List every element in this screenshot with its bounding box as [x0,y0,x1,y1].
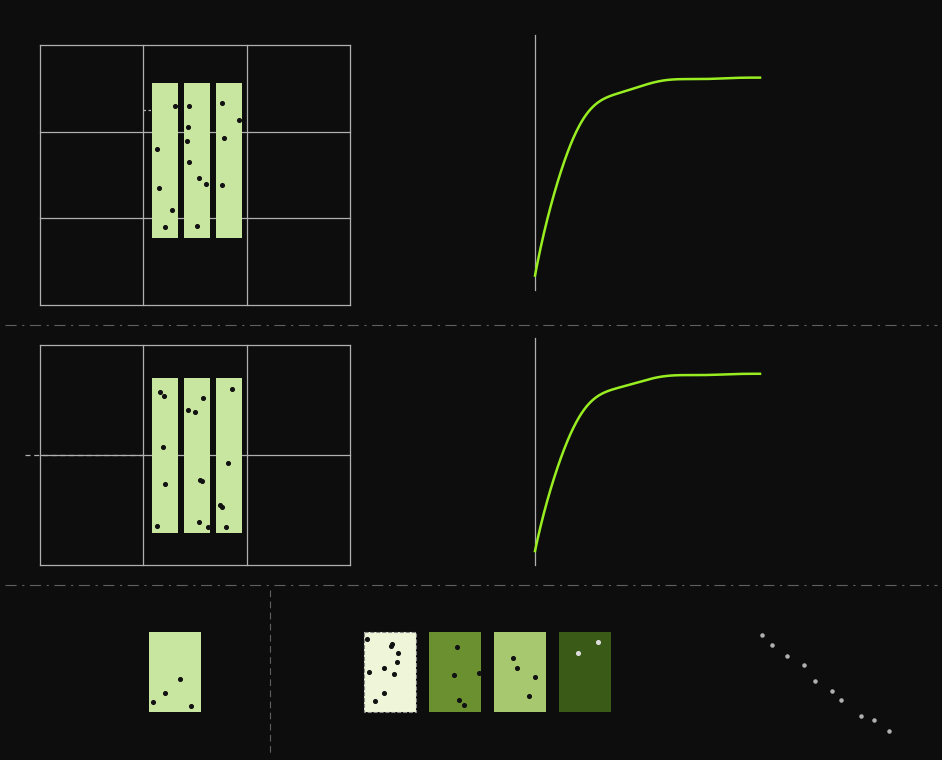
Bar [559,632,611,712]
Bar [152,378,178,533]
Point [447,669,462,681]
Point [376,686,391,698]
Point [192,516,207,528]
Point [522,690,537,702]
Point [386,668,401,680]
Point [377,662,392,674]
Point [187,406,203,418]
Point [172,673,187,685]
Point [510,662,525,674]
Bar [184,378,210,533]
Point [149,521,164,533]
Point [165,204,180,217]
Point [199,178,214,190]
Point [390,648,405,660]
Point [189,220,204,232]
Point [153,386,168,398]
Point [194,475,209,487]
Point [834,694,849,706]
Bar [184,83,210,237]
Point [215,97,230,109]
Point [215,179,230,191]
Point [216,131,231,144]
Point [181,404,196,416]
Point [219,521,234,533]
Point [383,640,398,652]
Point [225,383,240,395]
Bar [216,378,242,533]
Point [471,667,486,679]
Point [192,474,207,486]
Point [385,638,400,651]
Point [882,725,897,737]
Point [824,685,839,697]
Point [755,629,770,641]
Point [853,710,869,722]
Point [456,699,471,711]
Point [232,114,247,126]
Point [866,714,881,727]
Point [215,501,230,513]
Bar [149,632,201,712]
Point [797,659,812,671]
Bar [429,632,481,712]
Point [360,633,375,645]
Point [389,656,404,668]
Point [362,666,377,678]
Point [151,182,166,194]
Bar [216,83,242,237]
Point [179,135,194,147]
Point [180,121,195,133]
Point [452,694,467,706]
Point [181,100,196,112]
Point [155,442,171,454]
Point [157,687,172,699]
Point [807,675,822,687]
Point [367,695,382,708]
Point [157,221,172,233]
Point [200,521,215,534]
Point [528,670,543,682]
Bar [152,83,178,237]
Point [145,695,160,708]
Point [150,143,165,155]
Point [158,477,173,489]
Point [764,638,779,651]
Point [570,647,585,659]
Point [184,700,199,712]
Bar [364,632,416,712]
Bar [364,632,416,712]
Point [191,172,206,184]
Point [156,390,171,402]
Point [212,499,227,511]
Bar [494,632,546,712]
Point [196,392,211,404]
Point [182,156,197,168]
Point [779,650,794,662]
Point [449,641,464,653]
Point [168,100,183,112]
Point [220,457,236,469]
Point [591,636,606,648]
Point [505,651,520,663]
